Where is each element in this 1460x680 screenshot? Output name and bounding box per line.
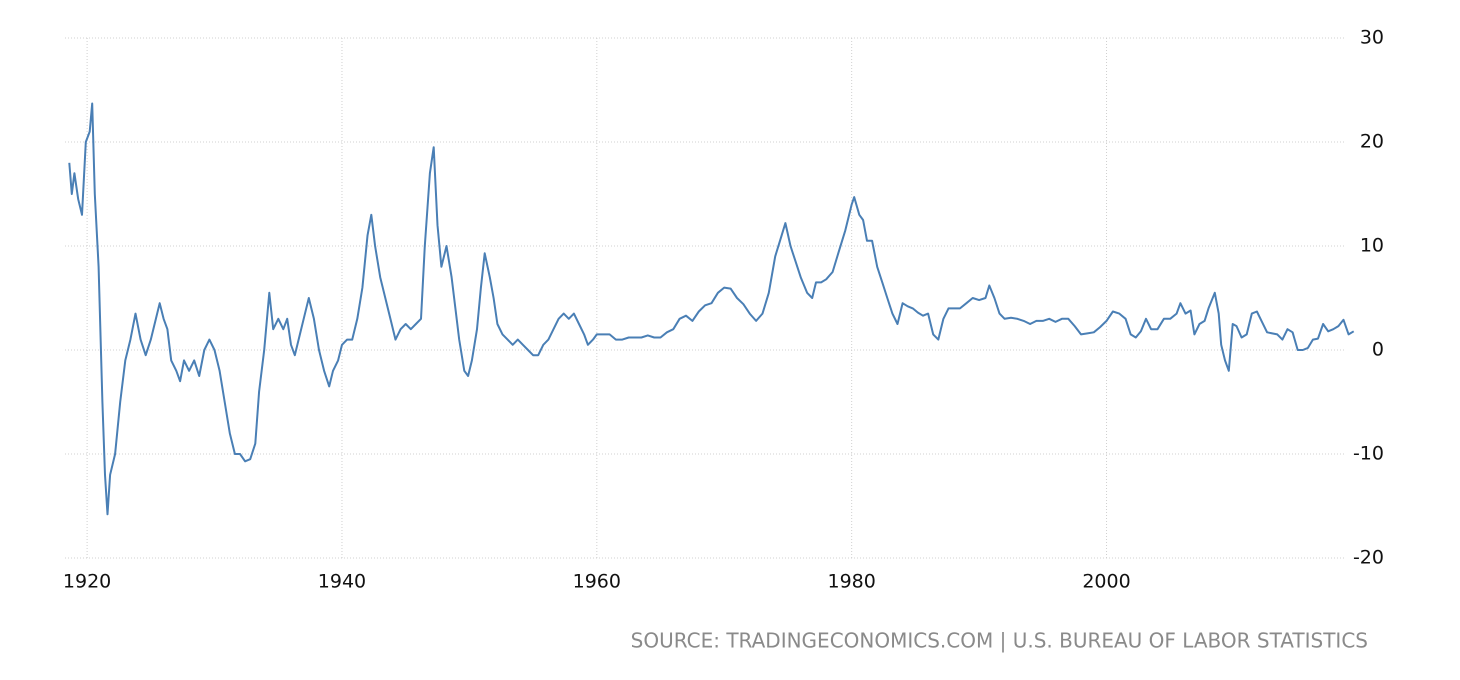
y-tick-label: -20	[1353, 547, 1384, 569]
y-tick-label: 30	[1360, 27, 1384, 49]
x-tick-label: 1920	[63, 571, 111, 593]
x-tick-label: 1940	[318, 571, 366, 593]
y-tick-label: 20	[1360, 131, 1384, 153]
source: SOURCE: TRADINGECONOMICS.COM | U.S. BURE…	[631, 629, 1368, 653]
x-tick-label: 2000	[1082, 571, 1130, 593]
x-tick-label: 1960	[573, 571, 621, 593]
y-tick-label: 0	[1372, 339, 1384, 361]
y-tick-label: -10	[1353, 443, 1384, 465]
x-tick-label: 1980	[827, 571, 875, 593]
data-line	[68, 102, 1355, 516]
y-tick-label: 10	[1360, 235, 1384, 257]
